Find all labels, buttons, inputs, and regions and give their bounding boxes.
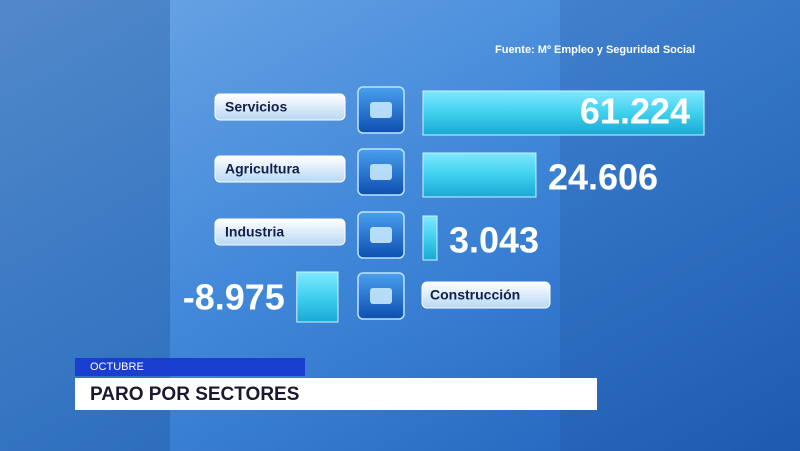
chart-title: PARO POR SECTORES — [90, 384, 299, 405]
bar — [296, 271, 339, 323]
category-pill — [214, 218, 346, 246]
value-label: 3.043 — [449, 220, 539, 261]
category-label: Agricultura — [225, 161, 300, 177]
subtitle: OCTUBRE — [90, 361, 144, 373]
bar — [422, 215, 438, 261]
category-label: Construcción — [430, 287, 520, 303]
background-photo-shade — [560, 0, 800, 451]
category-pill — [421, 281, 551, 309]
sector-icon-glyph — [370, 227, 392, 243]
category-label: Industria — [225, 224, 284, 240]
source-note: Fuente: Mº Empleo y Seguridad Social — [495, 44, 695, 56]
title-band — [75, 378, 597, 410]
bar — [422, 90, 705, 136]
value-label: 61.224 — [580, 91, 690, 132]
value-label: -8.975 — [183, 277, 285, 318]
sector-icon-glyph — [370, 164, 392, 180]
category-pill — [214, 155, 346, 183]
value-label: 24.606 — [548, 157, 658, 198]
subtitle-band — [75, 358, 305, 376]
sector-icon-glyph — [370, 102, 392, 118]
category-pill — [214, 93, 346, 121]
sector-icon-glyph — [370, 288, 392, 304]
category-label: Servicios — [225, 99, 287, 115]
bar — [422, 152, 537, 198]
